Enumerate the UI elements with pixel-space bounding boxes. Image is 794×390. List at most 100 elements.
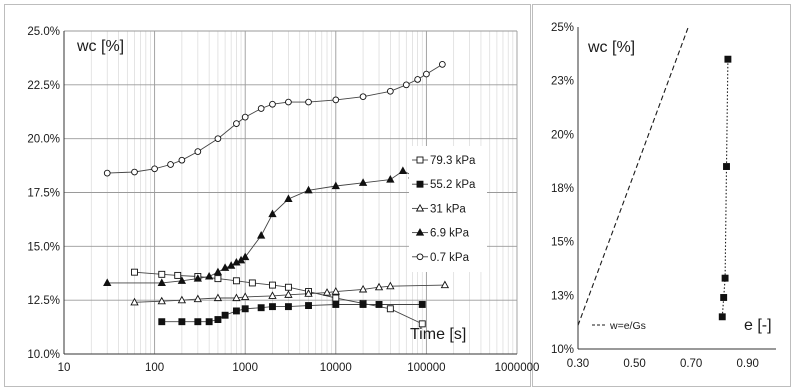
right-x-tick-label: 0.90	[737, 358, 759, 370]
data-point-6-9-kpa	[331, 181, 340, 190]
data-point-79-3-kpa	[386, 305, 394, 313]
right-y-tick-label: 23%	[551, 76, 574, 88]
left-series-lines	[107, 64, 445, 325]
data-point-79-3-kpa	[332, 294, 340, 302]
data-point-void-ratio	[718, 313, 726, 321]
right-x-tick-label: 0.70	[680, 358, 702, 370]
legend-label-31-kpa: 31 kPa	[430, 203, 466, 215]
data-point-6-9-kpa	[398, 166, 408, 175]
data-point-31-kpa	[331, 287, 340, 295]
left-x-tick-label: 1000	[232, 362, 258, 374]
legend-marker-79-3-kpa	[416, 156, 424, 164]
data-point-void-ratio	[720, 294, 728, 301]
data-point-31-kpa	[241, 292, 250, 300]
data-point-55-2-kpa	[221, 311, 229, 319]
data-point-6-9-kpa	[193, 274, 202, 282]
data-point-31-kpa	[304, 289, 313, 297]
right-y-tick-label: 15%	[551, 237, 574, 249]
data-point-6-9-kpa	[386, 175, 395, 183]
data-point-6-9-kpa	[241, 252, 250, 261]
data-point-55-2-kpa	[332, 301, 340, 308]
data-point-79-3-kpa	[158, 270, 166, 278]
data-point-0-7-kpa	[131, 168, 138, 176]
right-chart: 0.30 0.50 0.70 0.90 10% 13% 15% 18% 20% 23% 25% wc…	[551, 22, 776, 370]
data-point-0-7-kpa	[285, 98, 292, 106]
data-point-6-9-kpa	[157, 278, 166, 286]
left-y-tick-label: 17.5%	[27, 188, 60, 200]
data-point-0-7-kpa	[414, 76, 421, 83]
data-point-void-ratio	[723, 163, 730, 170]
data-point-6-9-kpa	[268, 209, 277, 218]
left-y-tick-label: 12.5%	[27, 295, 60, 307]
data-point-void-ratio	[724, 55, 732, 63]
data-point-55-2-kpa	[375, 301, 383, 308]
data-point-6-9-kpa	[177, 276, 187, 284]
data-point-0-7-kpa	[269, 100, 276, 108]
data-point-0-7-kpa	[233, 120, 240, 127]
series-line-w-e-gs	[577, 26, 689, 326]
left-chart: 10 100 1000 10000 100000 1000000 10.0% 12.5% 15.…	[27, 26, 539, 374]
right-axes	[577, 27, 776, 350]
data-point-31-kpa	[232, 293, 241, 302]
data-point-0-7-kpa	[359, 93, 367, 101]
legend-marker-31-kpa	[415, 203, 425, 212]
data-point-0-7-kpa	[305, 98, 312, 106]
data-point-31-kpa	[358, 284, 368, 293]
right-panel-frame	[532, 4, 791, 387]
data-point-55-2-kpa	[194, 318, 202, 326]
data-point-31-kpa	[386, 281, 395, 290]
left-x-tick-label: 100000	[407, 362, 445, 374]
left-panel-frame	[4, 4, 531, 387]
data-point-31-kpa	[193, 294, 202, 303]
left-x-axis-label: Time [s]	[410, 326, 466, 343]
data-point-79-3-kpa	[418, 320, 426, 328]
data-point-6-9-kpa	[213, 267, 223, 276]
data-point-void-ratio	[721, 274, 729, 282]
data-point-0-7-kpa	[178, 156, 186, 164]
data-point-0-7-kpa	[167, 161, 174, 168]
right-x-tick-label: 0.30	[567, 358, 589, 370]
right-tick-labels: 0.30 0.50 0.70 0.90 10% 13% 15% 18% 20% 23% 25%	[551, 22, 759, 370]
legend-label-0-7-kpa: 0.7 kPa	[430, 252, 470, 264]
data-point-0-7-kpa	[103, 169, 111, 177]
left-legend: 79.3 kPa 55.2 kPa 31 kPa 6.9 kPa 0.7 kPa	[409, 146, 487, 272]
left-x-tick-label: 1000000	[495, 362, 540, 374]
data-point-55-2-kpa	[241, 305, 249, 313]
left-axes	[63, 31, 517, 355]
legend-label-6-9-kpa: 6.9 kPa	[430, 228, 470, 240]
data-point-0-7-kpa	[151, 165, 158, 173]
right-x-axis-label: e [-]	[744, 317, 772, 334]
data-point-55-2-kpa	[284, 303, 292, 311]
data-point-55-2-kpa	[205, 318, 213, 326]
legend-marker-6-9-kpa	[415, 228, 425, 236]
right-series-lines	[577, 26, 729, 326]
right-legend-label: w=e/Gs	[609, 320, 646, 332]
data-point-31-kpa	[157, 296, 166, 305]
data-point-0-7-kpa	[402, 81, 410, 89]
data-point-79-3-kpa	[284, 283, 292, 291]
data-point-0-7-kpa	[214, 135, 222, 143]
legend-marker-55-2-kpa	[416, 180, 424, 188]
series-line-55-2-kpa	[161, 304, 423, 323]
right-y-tick-label: 18%	[551, 183, 574, 195]
legend-label-55-2-kpa: 55.2 kPa	[430, 179, 476, 191]
left-y-tick-label: 25.0%	[27, 26, 60, 38]
left-x-tick-label: 100	[145, 362, 164, 374]
data-point-31-kpa	[213, 293, 223, 302]
right-series-markers	[718, 55, 732, 321]
right-y-tick-label: 13%	[551, 290, 574, 302]
left-x-tick-label: 10000	[320, 362, 352, 374]
data-point-0-7-kpa	[257, 105, 265, 112]
data-point-6-9-kpa	[358, 178, 368, 186]
left-x-tick-label: 10	[58, 362, 71, 374]
data-point-31-kpa	[440, 280, 450, 289]
right-y-axis-label: wc [%]	[587, 39, 635, 56]
data-point-55-2-kpa	[359, 301, 367, 308]
data-point-6-9-kpa	[256, 231, 266, 239]
data-point-0-7-kpa	[332, 96, 340, 104]
data-point-55-2-kpa	[232, 307, 240, 315]
data-point-79-3-kpa	[269, 281, 276, 289]
data-point-6-9-kpa	[204, 271, 214, 280]
right-x-tick-label: 0.50	[623, 358, 645, 370]
data-point-79-3-kpa	[248, 279, 256, 287]
